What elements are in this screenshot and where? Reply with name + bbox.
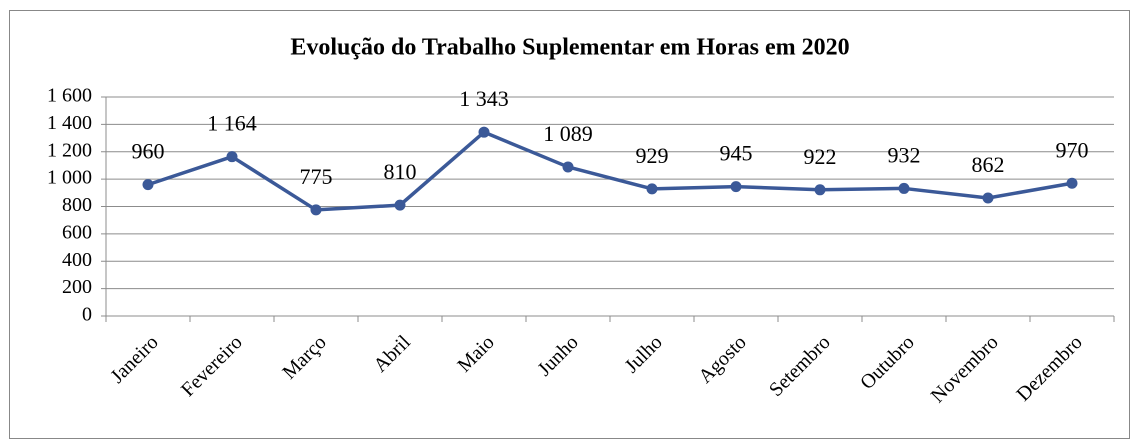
data-point (394, 199, 406, 211)
y-tick-label: 800 (62, 194, 92, 216)
chart-title: Evolução do Trabalho Suplementar em Hora… (290, 35, 849, 61)
y-tick-label: 200 (62, 276, 92, 298)
data-label: 970 (1056, 137, 1089, 162)
data-label: 960 (132, 139, 165, 164)
data-point (646, 183, 658, 195)
data-point (142, 179, 154, 191)
data-label: 945 (720, 141, 753, 166)
data-point (1066, 177, 1078, 189)
y-tick-label: 1 200 (47, 139, 92, 161)
y-tick-label: 600 (62, 221, 92, 243)
data-label: 810 (384, 159, 417, 184)
data-label: 929 (636, 143, 669, 168)
y-tick-label: 400 (62, 249, 92, 271)
data-label: 932 (888, 142, 921, 167)
series-line (147, 130, 1073, 212)
data-point (730, 181, 742, 193)
data-point (478, 126, 490, 138)
y-tick-label: 1 400 (47, 112, 92, 134)
data-label: 1 164 (207, 111, 257, 136)
data-point (814, 184, 826, 196)
y-tick-label: 1 000 (47, 167, 92, 189)
data-point (562, 161, 574, 173)
data-point (226, 151, 238, 163)
data-label: 862 (972, 152, 1005, 177)
data-point (310, 204, 322, 216)
data-label: 922 (804, 144, 837, 169)
data-point (898, 182, 910, 194)
y-tick-label: 1 600 (47, 85, 92, 107)
y-tick-label: 0 (82, 304, 92, 326)
data-label: 1 089 (543, 121, 593, 146)
chart-border (9, 10, 1130, 439)
data-label: 1 343 (459, 86, 509, 111)
data-point (982, 192, 994, 204)
data-label: 775 (300, 164, 333, 189)
